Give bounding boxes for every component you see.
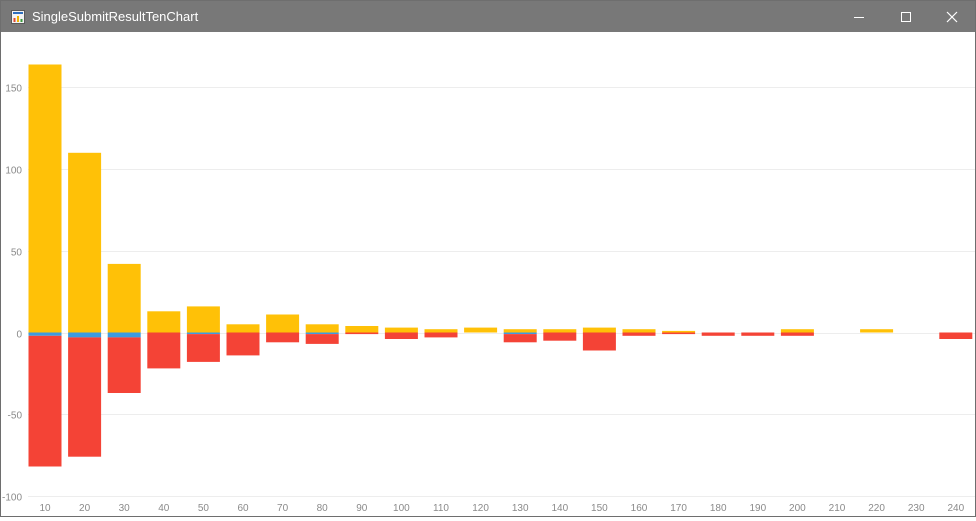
maximize-button[interactable] [883, 1, 929, 32]
bar-segment[interactable] [582, 332, 616, 351]
x-tick-label: 60 [237, 503, 249, 514]
bar-segment[interactable] [68, 152, 102, 333]
bar-segment[interactable] [107, 332, 141, 338]
x-tick-label: 200 [789, 503, 806, 514]
chart-area: -100 -50 0 50 100 150 10 20 30 40 50 60 70 80 90 100 11… [1, 32, 975, 516]
bar-segment[interactable] [662, 330, 696, 333]
y-tick-label: 150 [5, 84, 22, 95]
bar-segment[interactable] [147, 332, 181, 369]
window-title: SingleSubmitResultTenChart [32, 9, 199, 24]
chart-app-icon[interactable] [11, 9, 25, 24]
bar-segment[interactable] [939, 332, 973, 340]
gridlines [28, 87, 975, 497]
x-tick-label: 220 [868, 503, 885, 514]
bar-segment[interactable] [345, 326, 379, 333]
x-tick-label: 190 [749, 503, 766, 514]
x-tick-label: 150 [591, 503, 608, 514]
bar-segment[interactable] [226, 324, 260, 333]
maximize-icon [901, 11, 911, 22]
minimize-button[interactable] [836, 1, 882, 32]
bar-segment[interactable] [741, 332, 775, 336]
bar-segment[interactable] [503, 332, 537, 335]
bar-segment[interactable] [226, 332, 260, 356]
bar-segment[interactable] [68, 337, 102, 457]
bar-segment[interactable] [860, 329, 894, 333]
bar-segment[interactable] [780, 332, 814, 336]
x-tick-label: 110 [433, 503, 449, 514]
x-tick-label: 80 [317, 503, 329, 514]
x-tick-label: 30 [119, 503, 131, 514]
x-tick-label: 210 [829, 503, 846, 514]
bar-segment[interactable] [266, 314, 300, 333]
bar-segment[interactable] [68, 332, 102, 338]
title-bar[interactable]: SingleSubmitResultTenChart [1, 1, 975, 32]
bar-segment[interactable] [384, 327, 418, 333]
bar-segment[interactable] [305, 334, 339, 344]
y-tick-label: 50 [11, 248, 23, 259]
y-axis: -100 -50 0 50 100 150 [2, 84, 22, 504]
x-tick-label: 160 [631, 503, 648, 514]
x-axis: 10 20 30 40 50 60 70 80 90 100 110 120 130 140 150 160 1… [39, 503, 964, 514]
bar-segment[interactable] [582, 327, 616, 333]
bar-segment[interactable] [464, 327, 498, 333]
x-tick-label: 70 [277, 503, 289, 514]
bar-segment[interactable] [543, 332, 577, 341]
y-tick-label: 0 [16, 330, 22, 341]
bar-segment[interactable] [345, 332, 379, 335]
bar-segment[interactable] [107, 337, 141, 393]
bar-segment[interactable] [622, 332, 656, 336]
stacked-bar-chart: -100 -50 0 50 100 150 10 20 30 40 50 60 70 80 90 100 11… [2, 64, 975, 514]
bar-segment[interactable] [186, 306, 220, 333]
x-tick-label: 50 [198, 503, 210, 514]
x-tick-label: 120 [472, 503, 489, 514]
bar-segment[interactable] [384, 332, 418, 340]
x-tick-label: 90 [356, 503, 368, 514]
x-tick-label: 240 [947, 503, 964, 514]
bar-segment[interactable] [28, 332, 62, 336]
x-tick-label: 20 [79, 503, 91, 514]
y-tick-label: 100 [5, 166, 22, 177]
bar-segment[interactable] [543, 329, 577, 333]
minimize-icon [854, 16, 864, 18]
x-tick-label: 100 [393, 503, 410, 514]
bar-segment[interactable] [424, 329, 458, 333]
y-tick-label: -50 [8, 411, 23, 422]
bar-segment[interactable] [424, 332, 458, 338]
bar-segment[interactable] [622, 329, 656, 333]
x-tick-label: 130 [512, 503, 529, 514]
bar-segment[interactable] [266, 332, 300, 343]
bar-segment[interactable] [503, 334, 537, 343]
x-tick-label: 170 [670, 503, 687, 514]
bar-segment[interactable] [780, 329, 814, 333]
close-button[interactable] [929, 1, 975, 32]
x-tick-label: 230 [908, 503, 925, 514]
bar-segment[interactable] [107, 263, 141, 333]
bar-segment[interactable] [701, 332, 735, 336]
bar-segment[interactable] [662, 332, 696, 335]
bars [28, 64, 973, 467]
x-tick-label: 10 [39, 503, 51, 514]
y-tick-label: -100 [2, 493, 22, 504]
close-icon [946, 11, 958, 22]
x-tick-label: 40 [158, 503, 170, 514]
bar-segment[interactable] [28, 335, 62, 467]
x-tick-label: 180 [710, 503, 727, 514]
bar-segment[interactable] [28, 64, 62, 333]
bar-segment[interactable] [186, 332, 220, 335]
bar-segment[interactable] [503, 329, 537, 333]
bar-segment[interactable] [147, 311, 181, 333]
bar-segment[interactable] [186, 334, 220, 362]
bar-segment[interactable] [305, 332, 339, 335]
x-tick-label: 140 [551, 503, 568, 514]
bar-segment[interactable] [305, 324, 339, 333]
